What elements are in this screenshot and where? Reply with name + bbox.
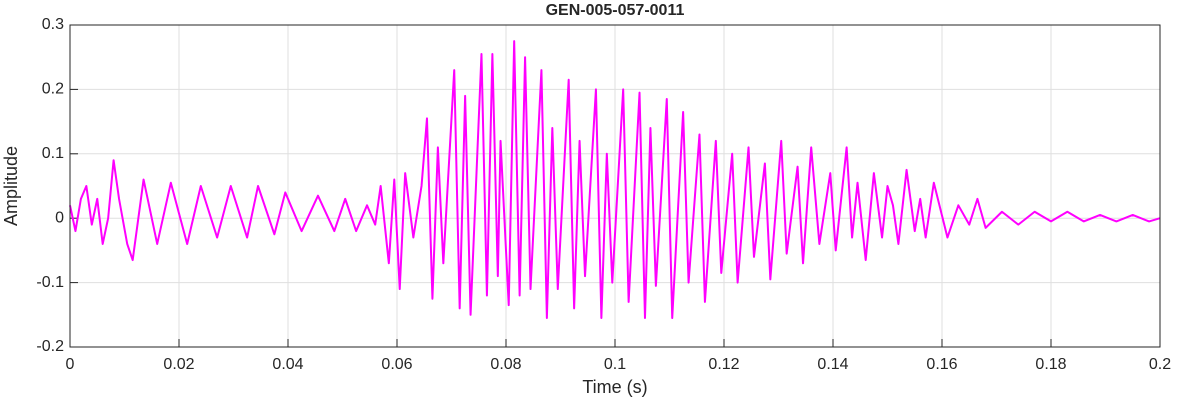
chart-title: GEN-005-057-0011 <box>546 2 685 19</box>
x-tick-label: 0.08 <box>490 356 521 373</box>
signal-line <box>69 40 1161 320</box>
x-tick-label: 0.2 <box>1149 356 1171 373</box>
x-tick-label: 0.06 <box>381 356 412 373</box>
y-tick-label: -0.2 <box>36 338 64 355</box>
x-tick-label: 0.12 <box>708 356 739 373</box>
x-tick-label: 0.04 <box>272 356 303 373</box>
x-tick-label: 0.1 <box>604 356 626 373</box>
y-axis-label: Amplitude <box>1 146 21 226</box>
x-tick-label: 0.14 <box>817 356 848 373</box>
y-tick-label: 0.3 <box>42 16 64 33</box>
x-tick-label: 0 <box>66 356 75 373</box>
y-tick-label: 0.1 <box>42 145 64 162</box>
x-axis-label: Time (s) <box>582 377 647 397</box>
x-tick-label: 0.02 <box>163 356 194 373</box>
x-tick-label: 0.18 <box>1035 356 1066 373</box>
y-tick-label: -0.1 <box>36 274 64 291</box>
plot-frame <box>69 24 1161 348</box>
x-tick-label: 0.16 <box>926 356 957 373</box>
y-tick-label: 0 <box>55 209 64 226</box>
y-tick-label: 0.2 <box>42 81 64 98</box>
